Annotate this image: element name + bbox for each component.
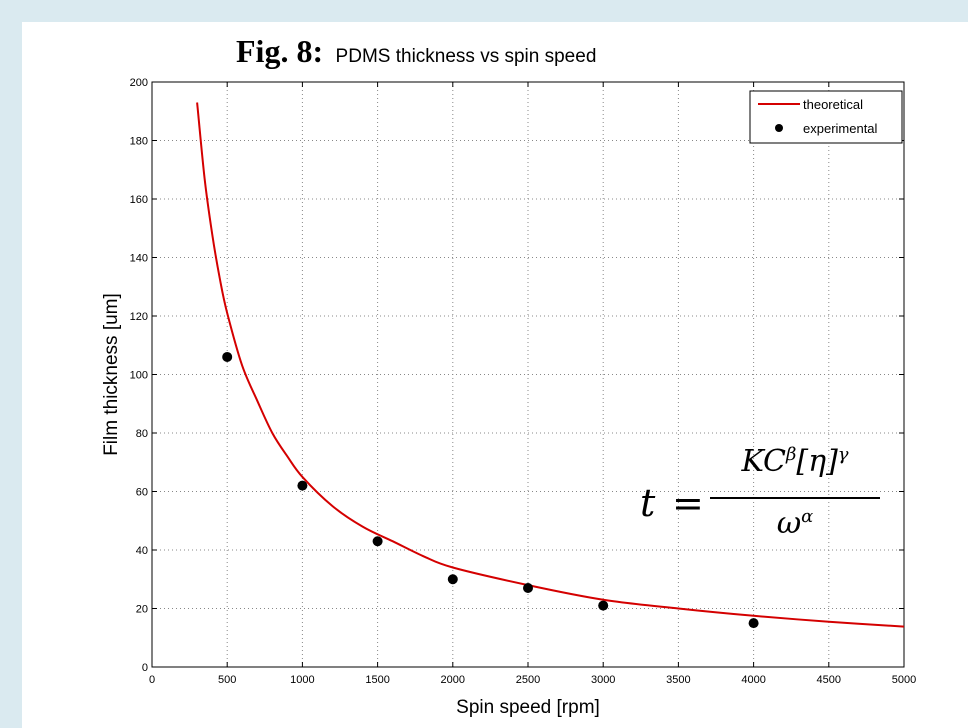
x-tick-label: 500 (218, 674, 236, 686)
series (196, 102, 905, 629)
experimental-point (372, 536, 383, 547)
y-tick-label: 180 (130, 136, 148, 148)
legend: theoretical experimental (749, 90, 903, 144)
y-tick-label: 60 (136, 487, 148, 499)
formula-denominator: ωα (776, 506, 814, 541)
x-tick-label: 1000 (290, 674, 314, 686)
axis-ticks: 0 500 1000 1500 2000 2500 3000 3500 4000 4500 5000… (130, 77, 917, 686)
legend-experimental-swatch (775, 124, 783, 132)
formula-fraction-bar (710, 497, 880, 499)
experimental-point (297, 480, 308, 491)
experimental-point (447, 574, 458, 585)
experimental-point (523, 583, 533, 594)
thickness-formula: t = KCβ[η]γ ωα (640, 444, 880, 554)
y-tick-label: 200 (130, 77, 148, 89)
grid-lines (152, 82, 904, 667)
experimental-point (598, 600, 609, 611)
x-tick-label: 1500 (365, 674, 389, 686)
x-tick-label: 2000 (441, 674, 465, 686)
y-tick-label: 80 (136, 428, 148, 440)
legend-theoretical-label: theoretical (803, 97, 863, 112)
x-tick-label: 3000 (591, 674, 615, 686)
y-tick-label: 40 (136, 545, 148, 557)
y-axis-label: Film thickness [um] (101, 293, 122, 456)
figure-title: Fig. 8: PDMS thickness vs spin speed (236, 33, 596, 70)
x-tick-label: 0 (149, 674, 155, 686)
figure-caption: PDMS thickness vs spin speed (335, 46, 597, 67)
x-tick-label: 3500 (666, 674, 690, 686)
theoretical-curve (196, 102, 905, 628)
experimental-point (748, 618, 759, 629)
x-tick-label: 2500 (516, 674, 540, 686)
formula-equals: = (672, 481, 704, 525)
y-tick-label: 0 (142, 662, 148, 674)
experimental-point (222, 351, 233, 362)
legend-box (749, 90, 903, 144)
y-tick-label: 140 (130, 253, 148, 265)
formula-lhs: t (640, 481, 656, 525)
y-tick-label: 120 (130, 311, 148, 323)
x-tick-label: 4000 (741, 674, 765, 686)
x-tick-label: 4500 (817, 674, 841, 686)
x-axis-label: Spin speed [rpm] (456, 697, 600, 718)
y-tick-label: 160 (130, 194, 148, 206)
legend-experimental-label: experimental (803, 121, 878, 136)
y-tick-label: 100 (130, 370, 148, 382)
x-tick-label: 5000 (892, 674, 916, 686)
formula-numerator: KCβ[η]γ (741, 444, 849, 479)
y-tick-label: 20 (136, 604, 148, 616)
figure-label: Fig. 8: (236, 33, 324, 69)
